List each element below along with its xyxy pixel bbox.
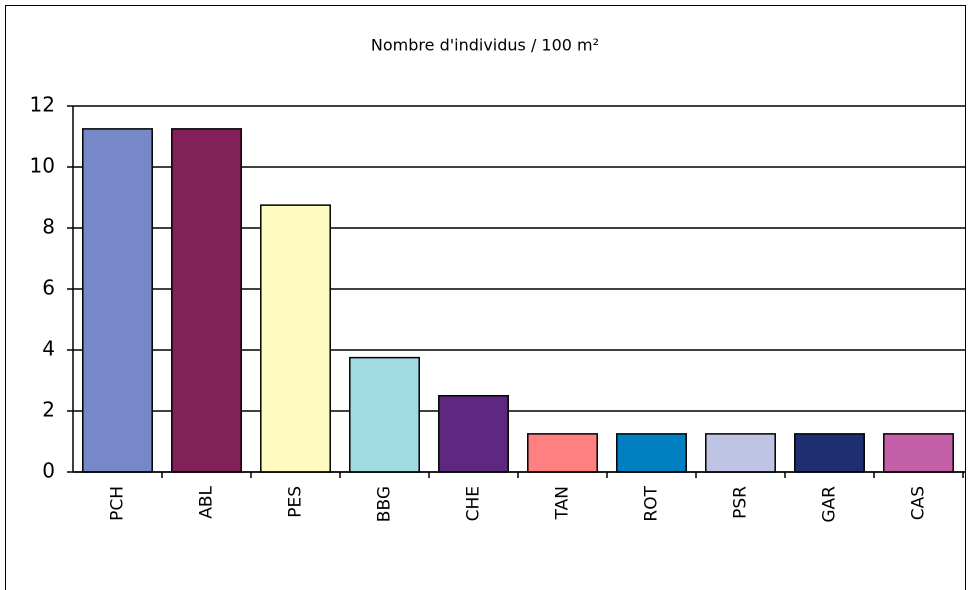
bar	[794, 433, 865, 473]
bar	[260, 204, 331, 473]
y-tick-label: 4	[42, 337, 55, 361]
bar	[349, 356, 420, 473]
bar	[82, 128, 153, 473]
frame	[5, 5, 966, 590]
y-tick-label: 10	[30, 154, 55, 178]
y-tick-label: 6	[42, 276, 55, 300]
x-tick-label: TAN	[553, 486, 573, 520]
bar	[527, 433, 598, 473]
x-tick-label: BBG	[375, 486, 395, 522]
x-tick-label: PES	[286, 486, 306, 518]
bar	[705, 433, 776, 473]
x-tick-label: ABL	[197, 485, 217, 518]
x-tick-label: PCH	[108, 486, 128, 521]
y-tick-label: 8	[42, 215, 55, 239]
x-tick-label: ROT	[642, 485, 662, 521]
chart-title: Nombre d'individus / 100 m²	[371, 36, 599, 55]
bar	[171, 128, 242, 473]
x-tick-label: CAS	[909, 486, 929, 520]
x-tick-label: GAR	[820, 486, 840, 523]
x-tick-label: PSR	[731, 486, 751, 519]
y-tick-label: 2	[42, 398, 55, 422]
bar	[616, 433, 687, 473]
y-tick-label: 12	[30, 93, 55, 117]
y-tick-label: 0	[42, 459, 55, 483]
bar	[438, 395, 509, 473]
x-tick-label: CHE	[464, 486, 484, 521]
bar	[883, 433, 954, 473]
